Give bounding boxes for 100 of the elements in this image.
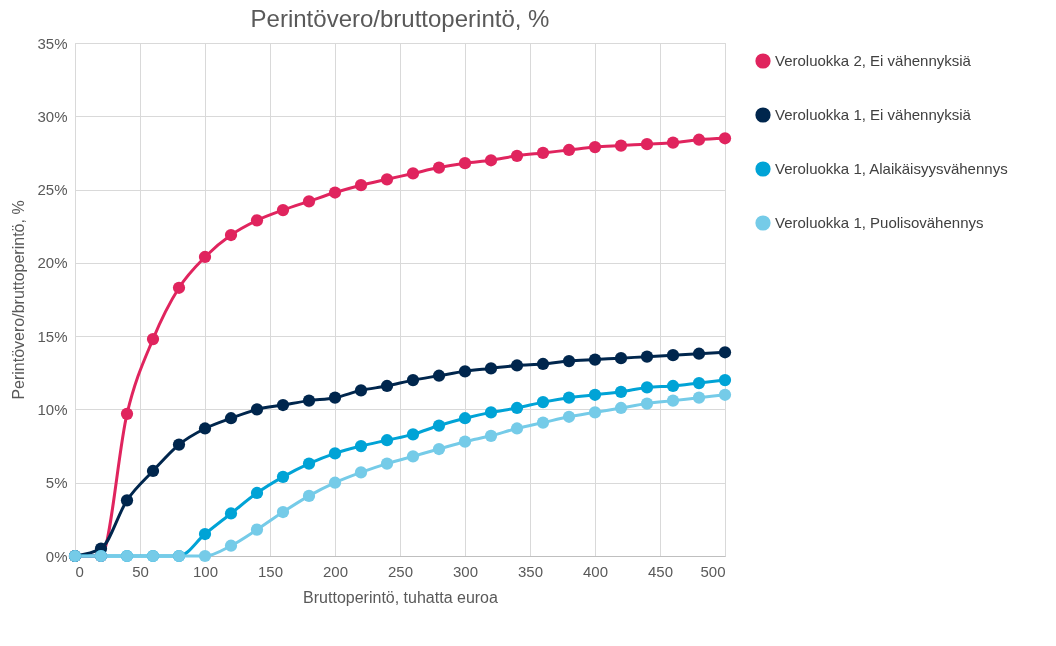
point — [536, 395, 550, 409]
point — [328, 476, 342, 489]
x-tick-label: 0 — [75, 562, 84, 580]
point — [224, 539, 238, 552]
legend-label: Veroluokka 2, Ei vähennyksiä — [775, 52, 972, 69]
point — [198, 527, 212, 541]
x-tick-label: 50 — [132, 562, 149, 580]
legend-label: Veroluokka 1, Ei vähennyksiä — [775, 106, 972, 123]
point — [562, 143, 576, 157]
point — [458, 435, 472, 448]
point — [614, 385, 628, 398]
point — [510, 149, 524, 162]
point — [640, 397, 654, 410]
point — [302, 394, 316, 407]
point — [614, 139, 628, 152]
point — [718, 132, 732, 145]
x-tick-label: 250 — [387, 562, 414, 580]
point — [120, 407, 134, 420]
point — [380, 434, 394, 447]
point — [354, 384, 368, 397]
y-tick-label: 0% — [45, 547, 68, 565]
point — [484, 362, 498, 375]
point — [640, 350, 654, 363]
y-tick-label: 10% — [37, 400, 68, 418]
point — [380, 457, 394, 470]
point — [120, 494, 134, 507]
point — [302, 457, 316, 470]
y-tick-label: 15% — [37, 327, 68, 345]
point — [224, 412, 238, 425]
point — [640, 381, 654, 394]
point — [432, 369, 446, 382]
point — [666, 394, 680, 407]
point — [588, 140, 602, 154]
point — [484, 429, 498, 442]
point — [328, 186, 342, 199]
point — [562, 354, 576, 368]
y-tick-label: 5% — [45, 474, 68, 492]
point — [250, 486, 264, 500]
point — [354, 439, 368, 453]
point — [302, 195, 316, 208]
point — [692, 376, 706, 390]
point — [510, 359, 524, 372]
point — [692, 347, 706, 360]
y-tick-label: 30% — [37, 107, 68, 125]
point — [406, 167, 420, 180]
point — [250, 523, 264, 536]
point — [198, 422, 212, 435]
point — [432, 161, 446, 174]
point — [224, 228, 238, 242]
point — [614, 352, 628, 365]
x-tick-label: 150 — [257, 562, 284, 580]
point — [562, 391, 576, 404]
point — [692, 391, 706, 404]
point — [718, 346, 732, 359]
point — [718, 388, 732, 401]
point — [406, 374, 420, 387]
point — [250, 403, 264, 416]
x-tick-label: 350 — [517, 562, 544, 580]
point — [484, 154, 498, 167]
point — [380, 379, 394, 393]
point — [328, 391, 342, 404]
point — [588, 353, 602, 366]
point — [588, 406, 602, 419]
point — [406, 428, 420, 441]
point — [640, 138, 654, 151]
point — [510, 401, 524, 415]
y-axis-title: Perintövero/bruttoperintö, % — [10, 200, 28, 400]
point — [406, 450, 420, 463]
point — [198, 549, 212, 563]
point — [146, 332, 160, 346]
point — [536, 146, 550, 160]
x-tick-label: 100 — [192, 562, 219, 580]
point — [484, 406, 498, 419]
x-tick-label: 450 — [647, 562, 674, 580]
y-tick-label: 35% — [37, 34, 68, 52]
point — [250, 214, 264, 227]
point — [562, 410, 576, 423]
point — [276, 398, 290, 412]
legend-label: Veroluokka 1, Puolisovähennys — [775, 214, 984, 231]
point — [718, 374, 732, 387]
point — [198, 250, 212, 264]
point — [432, 442, 446, 456]
point — [692, 133, 706, 146]
point — [666, 349, 680, 362]
point — [614, 401, 628, 415]
point — [172, 281, 186, 294]
y-tick-label: 20% — [37, 254, 68, 272]
point — [458, 412, 472, 425]
legend-label: Veroluokka 1, Alaikäisyysvähennys — [775, 160, 1008, 177]
point — [146, 464, 160, 478]
x-axis-title: Bruttoperintö, tuhatta euroa — [303, 588, 498, 606]
point — [536, 357, 550, 371]
point — [380, 173, 394, 186]
x-tick-label: 300 — [452, 562, 479, 580]
point — [224, 507, 238, 520]
x-tick-label: 400 — [582, 562, 609, 580]
point — [666, 379, 680, 393]
point — [458, 365, 472, 378]
x-tick-label: 200 — [322, 562, 349, 580]
point — [588, 388, 602, 401]
